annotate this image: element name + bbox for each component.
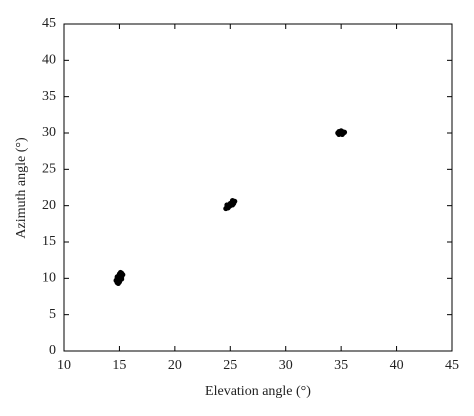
y-axis-label: Azimuth angle (°) xyxy=(14,137,29,239)
x-tick-label: 30 xyxy=(279,358,293,373)
y-tick-label: 0 xyxy=(49,343,56,358)
x-tick-label: 40 xyxy=(390,358,404,373)
scatter-point xyxy=(224,202,230,208)
scatter-point xyxy=(231,200,237,207)
y-tick-label: 25 xyxy=(42,162,56,177)
y-tick-label: 20 xyxy=(42,198,56,213)
y-tick-label: 40 xyxy=(42,53,56,68)
plot-frame xyxy=(63,23,453,352)
x-tick-label: 35 xyxy=(334,358,348,373)
y-tick-label: 10 xyxy=(42,271,56,286)
y-tick-label: 30 xyxy=(42,125,56,140)
y-tick-label: 45 xyxy=(42,16,56,31)
x-tick-label: 10 xyxy=(57,358,71,373)
x-tick-label: 20 xyxy=(168,358,182,373)
y-tick-label: 35 xyxy=(42,89,56,104)
y-tick-label: 15 xyxy=(42,234,56,249)
x-axis-label: Elevation angle (°) xyxy=(205,384,311,399)
x-tick-label: 25 xyxy=(223,358,237,373)
scatter-point xyxy=(114,274,120,280)
y-tick-label: 5 xyxy=(49,307,56,322)
scatter-point xyxy=(339,131,345,138)
x-tick-label: 15 xyxy=(112,358,126,373)
scatter-point xyxy=(119,276,125,282)
x-tick-label: 45 xyxy=(445,358,459,373)
scatter-point xyxy=(117,269,124,276)
